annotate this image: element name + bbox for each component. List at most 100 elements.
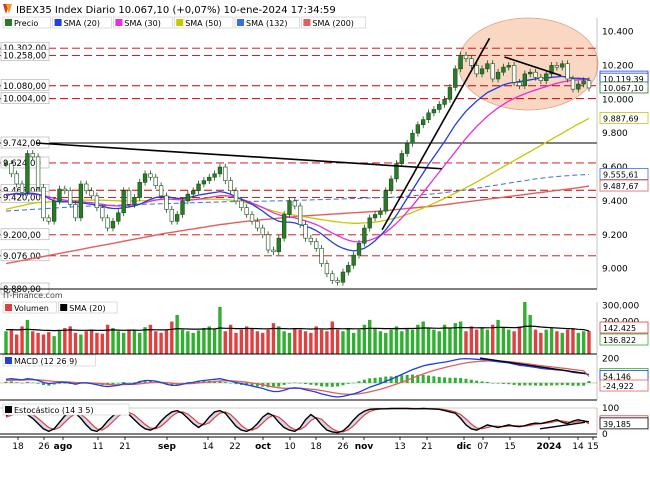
macd-hist-bar [512, 382, 516, 385]
legend-box [2, 354, 96, 367]
legend-label: SMA (50) [185, 19, 221, 28]
legend-box [52, 16, 112, 29]
price-candle [388, 178, 394, 192]
macd-hist-bar [400, 375, 404, 383]
macd-right-label-box [599, 379, 649, 392]
price-candle [367, 217, 372, 229]
volume-bar [228, 324, 233, 354]
macd-hist-bar [555, 382, 559, 386]
volume-bar [362, 324, 367, 354]
y-tick-label: 10.200 [602, 61, 634, 71]
macd-hist-bar [362, 379, 366, 383]
macd-hist-bar [507, 382, 511, 385]
macd-hist-bar [421, 374, 425, 383]
macd-hist-bar [330, 382, 334, 387]
macd-hist-bar [576, 382, 580, 386]
volume-bar [63, 328, 67, 354]
price-candle [581, 80, 586, 85]
price-candle [479, 68, 485, 75]
volume-y-tick: 300.000 [602, 301, 639, 311]
price-right-label: 9.487,67 [603, 182, 639, 191]
price-candle [517, 82, 522, 87]
volume-bar [41, 334, 46, 354]
macd-hist-bar [571, 382, 575, 386]
macd-hist-bar [143, 380, 147, 383]
price-candle [110, 220, 116, 229]
volume-bar [68, 326, 72, 354]
price-right-label-box [599, 168, 649, 180]
price-candle [137, 181, 142, 198]
volume-bar [9, 329, 14, 354]
level-label: 9.624,00 [3, 159, 41, 169]
level-label: 8.880,00 [3, 285, 41, 295]
legend-box [301, 16, 367, 29]
price-candle [287, 200, 292, 215]
x-tick-label: 15 [504, 442, 515, 452]
y-tick-label: 9.200 [602, 231, 628, 241]
volume-bar [448, 328, 452, 354]
price-candle [560, 63, 565, 68]
x-tick-label: sep [158, 442, 176, 452]
macd-hist-bar [325, 382, 329, 387]
volume-bar [105, 324, 110, 354]
macd-hist-bar [336, 382, 340, 387]
macd-right-label: 54,146 [603, 372, 631, 381]
volume-bar [79, 334, 83, 354]
stoch-k-line [5, 407, 590, 434]
price-candle [533, 71, 538, 78]
legend-box [2, 301, 57, 314]
price-candle [174, 214, 180, 222]
sma20-line [5, 75, 590, 252]
volume-bar [20, 326, 24, 354]
legend-label: SMA (200) [312, 19, 354, 28]
volume-bar [271, 323, 276, 354]
price-candle [30, 153, 35, 158]
level-label: 10.004,00 [3, 95, 46, 105]
volume-bar [57, 330, 62, 354]
y-tick-label: 10.000 [602, 95, 634, 105]
volume-bar [175, 315, 179, 354]
price-candle [485, 63, 490, 70]
y-tick-label: 9.400 [602, 197, 628, 207]
macd-hist-bar [320, 382, 324, 387]
macd-hist-bar [116, 382, 120, 384]
y-tick-label: 9.600 [602, 163, 628, 173]
macd-hist-bar [304, 382, 308, 385]
legend-label: SMA (30) [124, 19, 160, 28]
volume-bar [244, 326, 249, 354]
price-candle [158, 185, 164, 197]
macd-hist-bar [309, 382, 313, 385]
price-candle [372, 214, 378, 219]
price-candle [89, 190, 94, 197]
legend-swatch [303, 19, 311, 26]
price-candle [105, 217, 110, 229]
macd-hist-bar [485, 381, 489, 383]
y-tick-label: 9.000 [602, 265, 628, 275]
price-candle [148, 173, 153, 178]
legend-label: SMA (132) [246, 19, 288, 28]
level-label: 10.302,00 [3, 44, 46, 54]
price-candle [207, 176, 212, 181]
volume-bar [212, 329, 217, 354]
volume-bar [464, 331, 468, 354]
legend-swatch [5, 357, 12, 364]
volume-bar [480, 328, 484, 354]
volume-bar [453, 323, 457, 354]
price-candle [319, 248, 324, 264]
volume-bar [410, 329, 415, 354]
price-candle [522, 73, 527, 87]
macd-hist-bar [341, 382, 345, 386]
volume-bar [218, 306, 222, 354]
macd-hist-bar [223, 382, 227, 383]
price-candle [51, 200, 57, 222]
macd-hist-bar [384, 376, 388, 383]
macd-hist-bar [480, 381, 484, 383]
x-tick-label: nov [355, 442, 374, 452]
price-candle [458, 54, 463, 70]
price-candle [330, 273, 335, 281]
price-candle [527, 71, 533, 75]
x-tick-label: 07 [477, 442, 488, 452]
price-candle [260, 227, 265, 236]
